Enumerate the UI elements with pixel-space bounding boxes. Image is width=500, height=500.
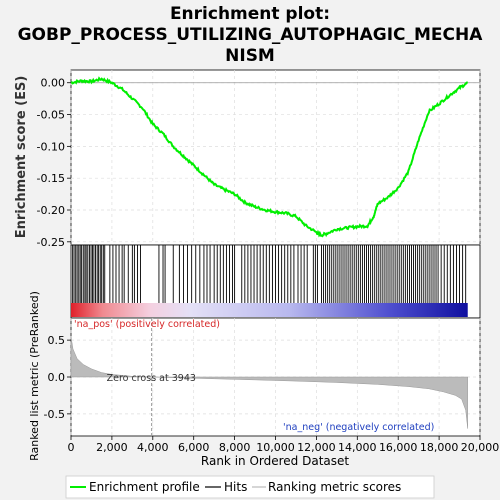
metric-y-ticks: 0.5 0.0 -0.5 — [44, 334, 71, 421]
es-y-tick-label: -0.10 — [37, 140, 65, 153]
x-tick-label: 14,000 — [338, 441, 377, 454]
es-y-ticks: 0.00 -0.05 -0.10 -0.15 -0.20 -0.25 — [37, 77, 71, 249]
enrichment-profile-line — [70, 76, 468, 238]
ranked-list-color-bar — [71, 303, 468, 317]
x-tick-label: 6,000 — [178, 441, 210, 454]
ranking-metric-area — [70, 336, 468, 429]
es-y-tick-label: -0.05 — [37, 109, 65, 122]
x-tick-label: 20,000 — [461, 441, 500, 454]
x-axis-ticks: 0 2,000 4,000 6,000 8,000 10,000 12,000 14,000 1… — [68, 436, 500, 454]
metric-y-tick-label: 0.5 — [48, 334, 66, 347]
metric-y-tick-label: 0.0 — [48, 371, 66, 384]
legend-metric-label: Ranking metric scores — [268, 480, 401, 494]
x-tick-label: 12,000 — [297, 441, 336, 454]
x-tick-label: 4,000 — [137, 441, 169, 454]
hits-panel — [70, 244, 481, 319]
legend-hits-label: Hits — [224, 480, 247, 494]
x-axis-label: Rank in Ordered Dataset — [201, 454, 349, 468]
positive-correlation-label: 'na_pos' (positively correlated) — [74, 319, 220, 330]
hits-marks — [72, 245, 467, 303]
es-y-tick-label: 0.00 — [41, 77, 66, 90]
chart-title-line-3: NISM — [225, 46, 275, 66]
x-tick-label: 16,000 — [379, 441, 418, 454]
metric-y-tick-label: -0.5 — [44, 408, 65, 421]
es-y-axis-label: Enrichment score (ES) — [14, 76, 29, 239]
legend: Enrichment profile Hits Ranking metric s… — [65, 475, 435, 499]
x-tick-label: 2,000 — [96, 441, 128, 454]
x-tick-label: 18,000 — [420, 441, 459, 454]
metric-y-axis-label: Ranked list metric (PreRanked) — [28, 291, 41, 461]
legend-box — [65, 475, 435, 499]
x-tick-label: 0 — [68, 441, 75, 454]
x-tick-label: 8,000 — [219, 441, 251, 454]
es-y-tick-label: -0.20 — [37, 204, 65, 217]
x-tick-label: 10,000 — [256, 441, 295, 454]
es-panel: 0.00 -0.05 -0.10 -0.15 -0.20 -0.25 Enrichment… — [14, 69, 481, 249]
chart-title-line-2: GOBP_PROCESS_UTILIZING_AUTOPHAGIC_MECHA — [18, 25, 484, 45]
negative-correlation-label: 'na_neg' (negatively correlated) — [283, 422, 434, 433]
chart-title-line-1: Enrichment plot: — [170, 4, 330, 24]
metric-panel: Zero cross at 3943 'na_pos' (positively … — [28, 291, 481, 461]
legend-enrichment-label: Enrichment profile — [89, 480, 200, 494]
es-y-tick-label: -0.15 — [37, 172, 65, 185]
zero-cross-label: Zero cross at 3943 — [107, 373, 196, 384]
es-y-tick-label: -0.25 — [37, 236, 65, 249]
